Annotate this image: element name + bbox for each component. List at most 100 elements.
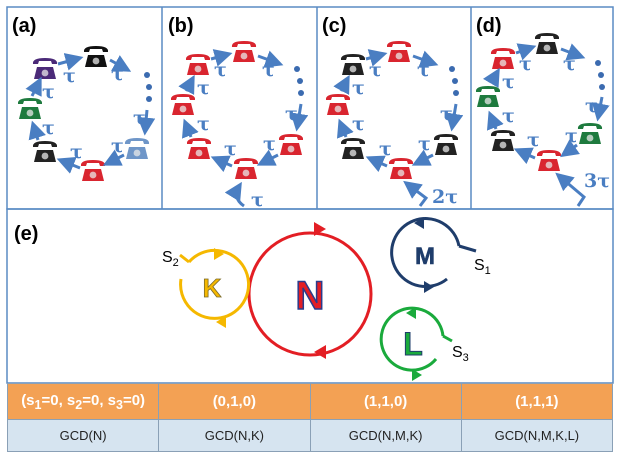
ellipsis-dot [146,84,152,90]
arrow [178,74,195,95]
phone-icon [124,138,150,159]
arrow [28,120,46,141]
panel-c: (c) τ τ τ τ τ τ τ 2τ [322,15,464,208]
ring-m-letter: M [415,243,435,270]
ellipsis-dot [598,72,604,78]
ring-m-lead [458,244,477,253]
phone-icon [386,41,412,62]
panel-e-label: (e) [14,223,38,245]
panel-c-label: (c) [322,15,346,37]
tau-label: τ [285,103,298,125]
ellipsis-dot [449,66,455,72]
tau-label: τ [63,65,76,87]
panel-b: (b) τ τ τ τ τ τ τ τ [168,15,309,211]
arrow [56,156,81,174]
table-cell: GCD(N,M,K) [309,419,462,452]
tau-label: τ [565,125,578,147]
self-loop-arrow [403,180,429,207]
ellipsis-dot [146,96,152,102]
tau-label: τ [502,71,515,93]
ellipsis-dot [453,90,459,96]
ellipsis-dot [298,90,304,96]
ellipsis-dot [294,66,300,72]
ring-l-arrowhead [412,369,422,381]
three-tau-label: 3τ [584,170,610,192]
tau-label: τ [111,135,124,157]
ring-k-lead [179,253,190,264]
panel-a: (a) τ τ τ τ τ τ τ [12,15,156,181]
phone-icon [80,160,106,181]
ring-n-arrowhead [314,222,326,236]
arrow [560,43,586,61]
arrow [333,74,350,95]
tau-label: τ [251,189,264,211]
ellipsis-dot [595,60,601,66]
ellipsis-dot [297,78,303,84]
table-header-cell: (s1=0, s2=0, s3=0) [6,383,160,420]
arrow [445,103,464,132]
table-cell: GCD(N,K) [158,419,311,452]
tau-label: τ [417,59,430,81]
tau-label: τ [224,138,237,160]
arrow [513,147,536,165]
tau-label: τ [502,105,515,127]
arrow [102,149,125,166]
ring-m [390,217,461,289]
phone-icon [577,123,603,144]
phone-icon [340,138,366,159]
tau-label: τ [70,141,83,163]
tau-label: τ [527,129,540,151]
ellipsis-dot [144,72,150,78]
tau-label: τ [519,53,532,75]
ring-l [379,306,445,372]
tau-label: τ [111,63,124,85]
phone-icon [231,41,257,62]
arrow [210,155,233,173]
phone-icon [278,134,304,155]
table-cell: GCD(N) [6,419,160,452]
phone-icon [233,158,259,179]
self-loop-arrow [555,172,586,207]
tau-label: τ [352,77,365,99]
ring-k-arrowhead [214,248,224,260]
panel-e: (e) N M S1 K S2 L S3 [14,217,491,381]
arrow [482,67,500,88]
switch-s2: S2 [162,249,179,269]
ring-l-arrowhead [406,307,416,319]
arrow [290,103,309,132]
tau-label: τ [352,113,365,135]
ring-l-letter: L [403,326,423,362]
table-header-cell: (1,1,0) [309,383,462,420]
arrow [181,118,199,139]
phone-icon [433,134,459,155]
tau-label: τ [197,113,210,135]
phone-icon [388,158,414,179]
ring-m-arrowhead [414,217,424,229]
phone-icon [490,130,516,151]
self-loop-arrow [224,181,245,208]
panel-d-label: (d) [476,15,502,37]
arrow [365,155,388,173]
phone-icon [185,54,211,75]
tau-label: τ [42,81,55,103]
ring-l-lead [442,334,453,343]
panel-d: (d) τ τ τ τ τ τ τ 3τ [475,15,610,207]
arrow [57,53,84,71]
arrow [109,55,132,72]
switch-state-table: (s1=0, s2=0, s3=0) (0,1,0) (1,1,0) (1,1,… [6,383,614,452]
table-row: GCD(N) GCD(N,K) GCD(N,M,K) GCD(N,M,K,L) [6,419,614,452]
ring-m-arrowhead [424,281,434,293]
table-header-row: (s1=0, s2=0, s3=0) (0,1,0) (1,1,0) (1,1,… [6,383,614,420]
table-cell: GCD(N,M,K,L) [460,419,614,452]
tau-label: τ [214,59,227,81]
tau-label: τ [440,103,453,125]
tau-label: τ [197,77,210,99]
phone-icon [490,48,516,69]
phone-icon [170,94,196,115]
phone-icon [475,86,501,107]
arrow [336,118,354,139]
tau-label: τ [133,107,146,129]
arrow [365,49,388,67]
ellipsis-dot [599,84,605,90]
